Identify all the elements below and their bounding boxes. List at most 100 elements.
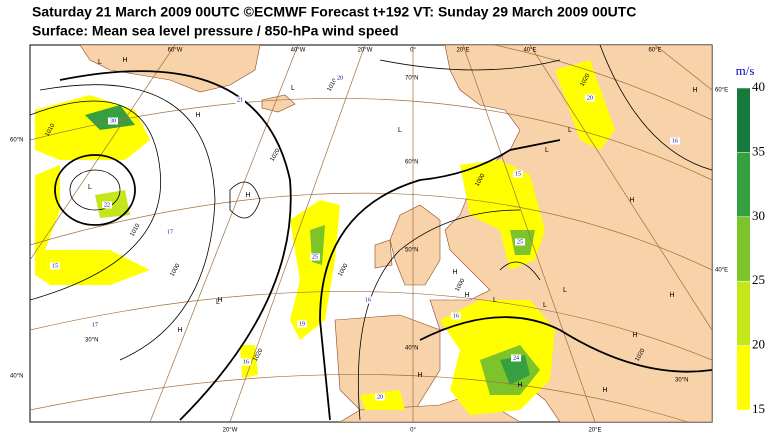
pressure-center: L (398, 127, 402, 134)
lat-label: 50°N (405, 248, 418, 254)
wind-label: 15 (515, 171, 521, 177)
wind-label: 16 (365, 297, 371, 303)
lon-label: 60°E (648, 48, 661, 54)
wind-label: 30 (110, 118, 116, 124)
wind-label: 20 (377, 394, 383, 400)
wind-label: 16 (672, 138, 678, 144)
pressure-center: L (545, 147, 549, 154)
pressure-center: L (543, 302, 547, 309)
legend-tick-label: 15 (752, 401, 765, 416)
pressure-center: H (245, 192, 250, 199)
wind-label: 20 (337, 75, 343, 81)
wind-labels: 30 22 17 15 17 20 21 25 19 16 16 20 16 15 25 16 24 20 (50, 74, 680, 401)
lon-label: 60°W (168, 48, 183, 54)
lat-label: 70°N (405, 76, 418, 82)
pressure-center: H (464, 292, 469, 299)
wind-label-box (241, 358, 251, 366)
lon-label: 20°W (358, 48, 373, 54)
pressure-center: L (563, 287, 567, 294)
lon-label: 40°E (523, 48, 536, 54)
lon-label: 20°E (456, 48, 469, 54)
wind-label-box (235, 96, 245, 104)
lat-label: 60°E (715, 88, 728, 94)
pressure-center: H (629, 197, 634, 204)
legend-tick-label: 25 (752, 272, 765, 287)
pressure-center: H (669, 292, 674, 299)
legend-swatch (737, 281, 750, 346)
legend-swatch (737, 216, 750, 282)
pressure-center: L (493, 297, 497, 304)
wind-label: 15 (52, 263, 58, 269)
wind-label: 19 (299, 321, 305, 327)
lon-label: 20°E (588, 428, 601, 434)
wind-label-box (451, 312, 461, 320)
pressure-center: H (177, 327, 182, 334)
lat-label: 40°N (10, 374, 23, 380)
wind-label-box (102, 201, 112, 209)
title: Saturday 21 March 2009 00UTC ©ECMWF Fore… (32, 4, 636, 20)
wind-label: 25 (312, 254, 318, 260)
wind-label-box (670, 137, 680, 145)
latitude-labels: 60°N 40°N 60°E 40°E 70°N 60°N 50°N 40°N … (10, 76, 728, 384)
lat-label: 60°N (405, 160, 418, 166)
wind-label-box (511, 354, 521, 362)
wind-label-box (90, 321, 100, 329)
wind-label-box (108, 117, 118, 125)
wind-label-box (585, 94, 595, 102)
pressure-center: H (122, 57, 127, 64)
pressure-center: H (195, 112, 200, 119)
pressure-center: L (88, 184, 92, 191)
legend-tick-label: 35 (752, 143, 765, 158)
wind-label: 22 (104, 202, 110, 208)
legend-tick-label: 30 (752, 208, 765, 223)
wind-label-box (363, 296, 373, 304)
legend-swatch (737, 152, 750, 217)
pressure-center: L (216, 299, 220, 306)
wind-label: 16 (453, 313, 459, 319)
lat-label: 30°N (675, 378, 688, 384)
pressure-center: L (98, 59, 102, 66)
pressure-center: H (517, 382, 522, 389)
pressure-center: H (602, 387, 607, 394)
legend-tick-label: 40 (752, 79, 765, 94)
legend-unit: m/s (736, 63, 755, 78)
legend-tick-label: 20 (752, 337, 765, 352)
pressure-center: L (291, 85, 295, 92)
legend: 15 20 25 30 35 40 (737, 79, 765, 416)
lon-label: 0° (410, 48, 416, 54)
wind-label-box (335, 74, 345, 82)
wind-label: 17 (92, 322, 98, 328)
lat-label: 40°N (405, 346, 418, 352)
pressure-center: L (568, 127, 572, 134)
wind-label-box (310, 253, 320, 261)
wind-label-box (513, 170, 523, 178)
lat-label: 60°N (10, 138, 23, 144)
pressure-center: H (217, 297, 222, 304)
isobars (30, 45, 712, 421)
wind-label-box (297, 320, 307, 328)
pressure-center: H (632, 332, 637, 339)
wind-label-box (375, 393, 385, 401)
lon-label: 40°W (291, 48, 306, 54)
lon-label: 0° (410, 428, 416, 434)
pressure-center: H (692, 87, 697, 94)
pressure-center: H (452, 269, 457, 276)
wind-label-box (515, 238, 525, 246)
wind-label: 16 (243, 359, 249, 365)
wind-label: 21 (237, 97, 243, 103)
wind-label-box (50, 262, 60, 270)
wind-label: 25 (517, 239, 523, 245)
pressure-center: H (417, 372, 422, 379)
wind-label: 24 (513, 355, 519, 361)
wind-label: 20 (587, 95, 593, 101)
wind-label: 17 (167, 229, 173, 235)
map: 60°W 40°W 20°W 0° 20°E 40°E 60°E 20°W 0°… (10, 44, 728, 434)
lon-label: 20°W (223, 428, 238, 434)
longitude-labels: 60°W 40°W 20°W 0° 20°E 40°E 60°E 20°W 0°… (168, 48, 662, 434)
legend-swatch (737, 88, 750, 153)
lat-label: 40°E (715, 268, 728, 274)
wind-label-box (165, 228, 175, 236)
subtitle: Surface: Mean sea level pressure / 850-h… (32, 23, 399, 39)
